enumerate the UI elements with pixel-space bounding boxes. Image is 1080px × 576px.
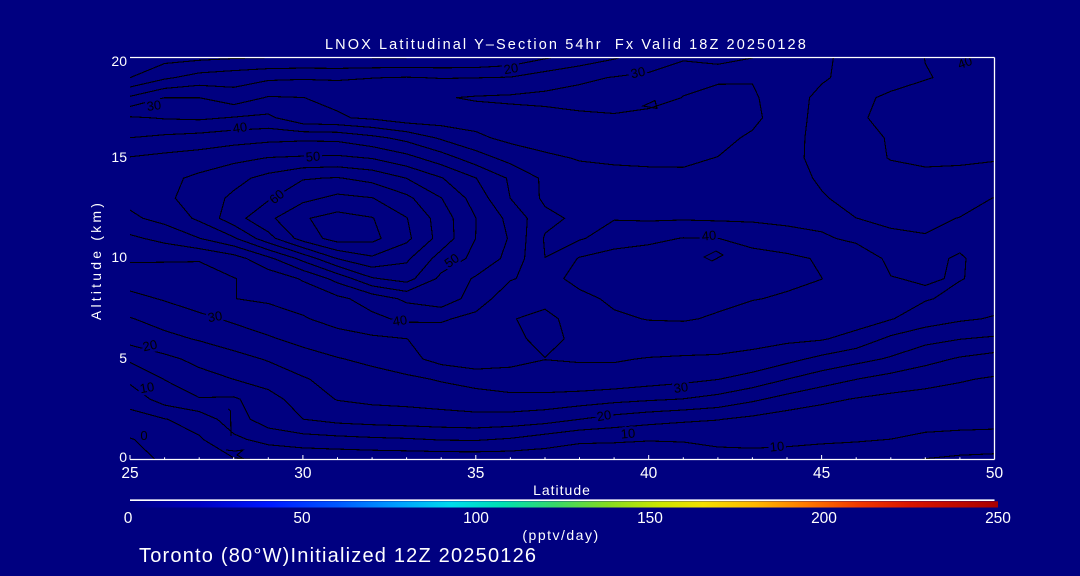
svg-text:20: 20 [141,337,158,355]
svg-text:Latitude: Latitude [533,482,591,498]
svg-text:40: 40 [640,465,658,482]
svg-text:5: 5 [119,350,127,366]
svg-text:10: 10 [769,438,785,454]
svg-text:30: 30 [673,379,689,396]
svg-text:10: 10 [111,249,127,265]
svg-text:250: 250 [985,510,1011,527]
svg-text:20: 20 [502,60,519,77]
svg-text:40: 40 [392,312,408,329]
svg-text:0: 0 [119,449,127,465]
svg-text:Toronto (80°W)Initialized 12Z: Toronto (80°W)Initialized 12Z 20250126 [139,545,537,567]
svg-text:30: 30 [206,308,223,325]
svg-text:20: 20 [502,60,519,77]
svg-text:25: 25 [121,465,138,482]
svg-text:200: 200 [811,510,837,527]
svg-text:10: 10 [138,379,155,396]
svg-text:50: 50 [986,465,1004,482]
svg-text:30: 30 [294,465,312,482]
svg-text:50: 50 [305,148,321,164]
svg-text:20: 20 [111,53,127,69]
svg-text:30: 30 [629,64,646,82]
svg-text:50: 50 [293,510,311,527]
svg-text:45: 45 [813,465,830,482]
svg-text:40: 40 [232,119,248,136]
svg-text:30: 30 [673,379,689,396]
svg-text:35: 35 [467,465,484,482]
svg-text:Altitude (km): Altitude (km) [88,200,104,320]
svg-text:50: 50 [305,148,321,164]
svg-text:0: 0 [124,510,133,527]
svg-text:40: 40 [232,119,248,136]
svg-text:10: 10 [620,425,636,441]
svg-text:30: 30 [146,97,162,114]
svg-text:0: 0 [140,428,147,443]
svg-text:20: 20 [595,407,612,424]
svg-text:100: 100 [463,510,489,527]
svg-text:40: 40 [392,312,408,329]
svg-text:40: 40 [701,227,717,243]
svg-text:(pptv/day): (pptv/day) [522,527,599,543]
svg-text:10: 10 [138,379,155,396]
svg-text:20: 20 [595,407,612,424]
svg-text:20: 20 [141,337,158,355]
svg-text:0: 0 [140,428,147,443]
svg-text:40: 40 [701,227,717,243]
svg-text:150: 150 [637,510,663,527]
svg-text:30: 30 [629,64,646,82]
svg-text:10: 10 [769,438,785,454]
svg-text:30: 30 [206,308,223,325]
svg-text:15: 15 [111,149,127,165]
svg-text:LNOX Latitudinal Y–Section 54h: LNOX Latitudinal Y–Section 54hr Fx Valid… [325,37,808,53]
svg-text:30: 30 [146,97,162,114]
svg-text:10: 10 [620,425,636,441]
svg-text:50: 50 [441,250,461,271]
